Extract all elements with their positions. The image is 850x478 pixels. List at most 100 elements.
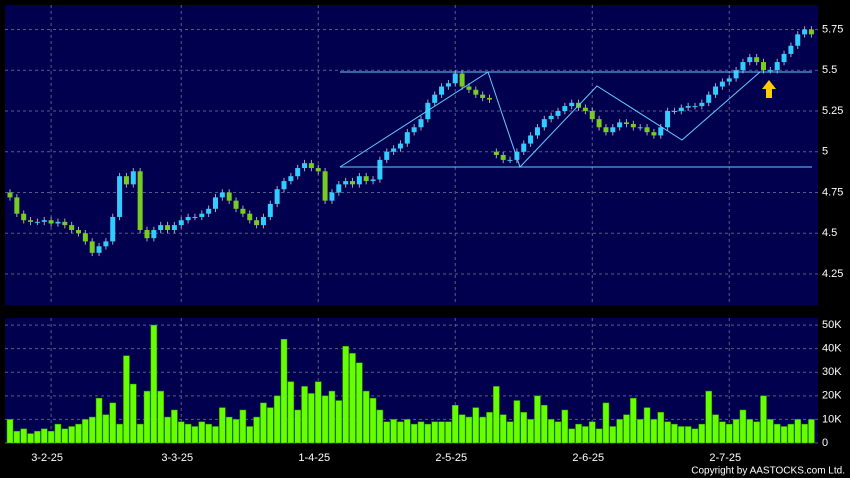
candle-body (767, 70, 773, 72)
volume-bar (253, 416, 260, 444)
volume-bar (671, 423, 678, 444)
volume-bar (410, 423, 418, 444)
volume-bar (753, 421, 760, 444)
volume-bar (541, 405, 548, 444)
candle-body (82, 233, 88, 242)
candle-body (206, 208, 212, 214)
candle-body (514, 151, 520, 160)
candle-body (171, 225, 177, 230)
volume-bar (219, 407, 226, 444)
candle-body (363, 176, 369, 182)
candle-body (350, 181, 355, 185)
candle-body (69, 225, 75, 230)
volume-bar (260, 402, 267, 444)
candle-body (651, 132, 657, 136)
volume-bar (719, 421, 726, 444)
candle-body (726, 78, 732, 82)
volume-bar (438, 421, 445, 444)
volume-bar (267, 407, 274, 444)
candle-body (706, 94, 712, 103)
candle-body (404, 132, 410, 144)
volume-bar (321, 395, 329, 444)
volume-bar (20, 428, 27, 444)
volume-bar (397, 421, 404, 444)
volume-bar (452, 405, 459, 444)
x-tick-label: 2-7-25 (709, 452, 741, 464)
volume-bar (95, 397, 103, 444)
candle-body (795, 34, 801, 46)
candle-body (603, 127, 609, 133)
candle-body (493, 151, 499, 155)
candle-body (630, 124, 636, 128)
y-tick-label: 5.5 (822, 64, 837, 76)
candle-body (466, 86, 472, 90)
candle-body (233, 200, 239, 209)
volume-bar (246, 426, 253, 444)
candle-body (658, 127, 664, 136)
candle-body (391, 148, 397, 152)
volume-bar (116, 423, 123, 444)
volume-bar (362, 390, 370, 444)
volume-bar (527, 419, 534, 444)
volume-bar (13, 430, 21, 444)
volume-bar (130, 383, 137, 444)
candle-body (117, 176, 123, 217)
candle-body (418, 119, 424, 128)
candle-body (534, 127, 540, 136)
candle-body (34, 221, 40, 223)
x-tick-label: 2-5-25 (435, 452, 467, 464)
volume-bar (726, 423, 733, 444)
volume-bar (54, 423, 62, 444)
candle-body (665, 110, 671, 128)
volume-bar (41, 428, 48, 444)
volume-bar (465, 416, 473, 444)
volume-bar (356, 362, 363, 444)
volume-bar (150, 324, 158, 444)
volume-bar (273, 395, 281, 444)
candle-body (610, 127, 616, 133)
candle-body (89, 241, 95, 253)
candle-body (370, 179, 376, 182)
volume-bar (212, 426, 219, 444)
candle-body (48, 220, 54, 224)
candle-body (754, 57, 760, 63)
candle-body (192, 216, 198, 218)
candle-body (397, 143, 403, 149)
overlay-lines (339, 71, 812, 168)
volume-bar (191, 426, 199, 444)
candle-body (473, 89, 479, 95)
candle-body (14, 197, 20, 214)
volume-bar (143, 390, 151, 444)
zigzag-line (339, 71, 761, 168)
x-tick-label: 3-3-25 (161, 452, 193, 464)
volume-bar (61, 428, 69, 444)
volume-bar (650, 419, 658, 444)
candle-body (589, 110, 595, 120)
candle-body (178, 220, 184, 226)
candle-body (624, 122, 629, 125)
candle-body (28, 220, 34, 222)
candle-body (562, 106, 568, 111)
y-tick-label: 30K (822, 366, 842, 378)
candle-body (685, 106, 691, 108)
volume-bar (424, 423, 432, 444)
volume-bar (47, 430, 55, 444)
y-tick-label: 50K (822, 319, 842, 331)
volume-bar (198, 421, 206, 444)
candle-body (452, 73, 458, 84)
volume-bar (458, 414, 466, 444)
candle-body (213, 197, 218, 209)
candle-body (596, 119, 602, 128)
volume-bar (376, 409, 384, 444)
volume-bar (561, 409, 569, 444)
volume-bar (767, 419, 774, 444)
volume-bar (616, 419, 623, 444)
volume-bar (232, 419, 240, 444)
candle-body (322, 171, 328, 201)
candle-body (240, 208, 246, 214)
candle-body (377, 159, 383, 180)
candle-body (699, 102, 705, 107)
volume-bar (328, 390, 336, 444)
candle-body (308, 163, 314, 169)
candle-body (747, 57, 753, 63)
